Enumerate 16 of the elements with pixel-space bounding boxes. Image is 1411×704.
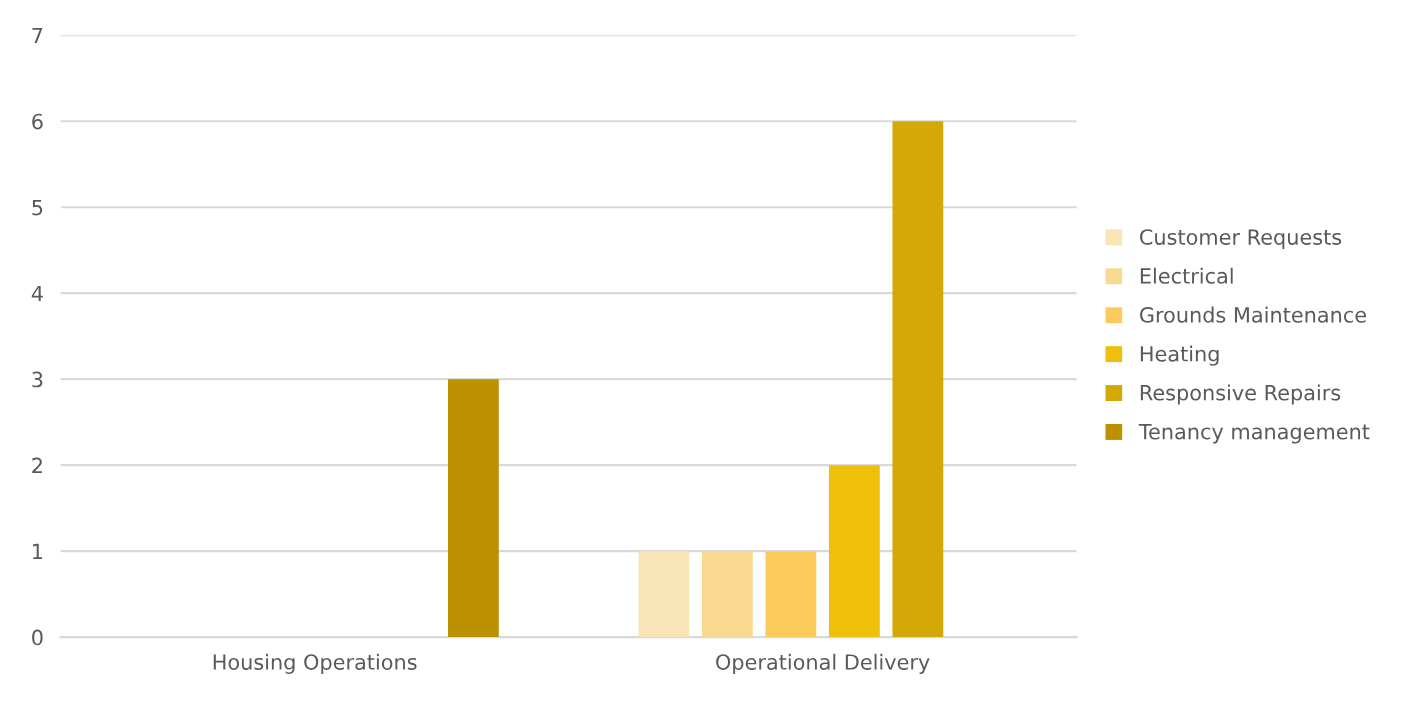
y-tick-label: 4 [31,285,43,302]
x-tick-label: Housing Operations [213,653,417,674]
legend-label: Heating [1140,345,1219,366]
y-tick-label: 1 [33,543,43,560]
legend-label: Grounds Maintenance [1140,306,1366,323]
legend-label: Customer Requests [1140,229,1342,249]
y-tick-label: 5 [32,199,43,216]
y-tick-label: 2 [32,457,42,474]
y-tick-label: 3 [32,371,43,388]
x-tick-label: Operational Delivery [716,653,930,674]
legend-label: Electrical [1140,267,1233,284]
y-tick-label: 0 [32,629,43,646]
y-tick-label: 6 [32,113,43,130]
legend-label: Tenancy management [1138,424,1370,444]
y-tick-label: 7 [32,27,43,44]
legend-label: Responsive Repairs [1140,384,1341,405]
